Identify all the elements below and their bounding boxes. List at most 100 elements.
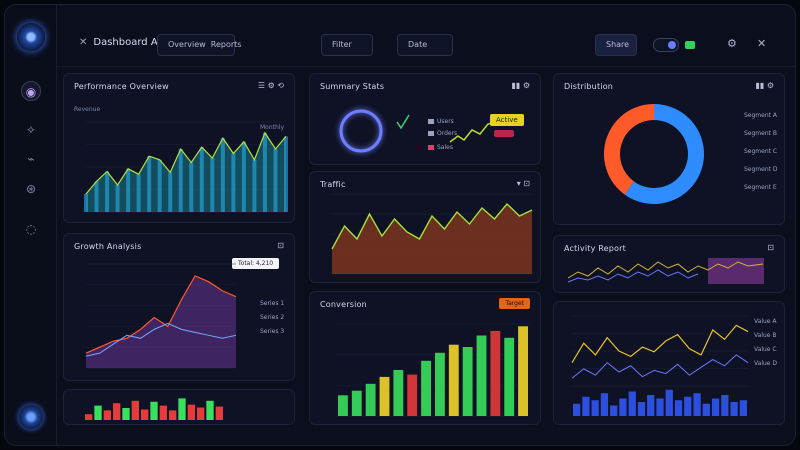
series-line [85, 131, 287, 195]
conversion-card: Conversion Target [309, 291, 541, 425]
bar-mark [665, 389, 673, 416]
area-fill [86, 132, 286, 212]
bar-mark [582, 396, 590, 416]
growth-line-chart [85, 263, 237, 369]
activity-card: Activity Report ⊡ [553, 235, 785, 293]
theme-toggle[interactable] [653, 38, 679, 52]
activity-sparkline [567, 258, 764, 284]
trends-line-chart [571, 315, 749, 387]
bar-mark [262, 132, 267, 212]
settings-gear-icon[interactable]: ⚙ [727, 37, 737, 50]
bar-mark [147, 156, 152, 212]
bar-mark [215, 406, 223, 420]
mini-bars-card [63, 389, 295, 425]
legend-item: Segment B [744, 130, 778, 137]
card-title: Growth Analysis [74, 242, 142, 251]
bar-mark [157, 159, 162, 212]
settings-icon[interactable]: ◌ [25, 222, 37, 236]
bar-mark [178, 149, 183, 212]
close-icon[interactable]: ✕ [79, 37, 88, 48]
series-line [85, 322, 237, 357]
bar-mark [610, 405, 618, 416]
target-tag: Target [499, 298, 530, 309]
bar-mark [637, 402, 646, 416]
bar-mark [105, 171, 110, 212]
legend-item: Series 1 [260, 300, 285, 307]
summary-card: Summary Stats ▮▮ ⚙ Users Orders Sales Ac… [309, 73, 541, 165]
check-icon [396, 114, 410, 130]
bar-mark [721, 395, 729, 416]
card-title: Summary Stats [320, 82, 385, 91]
status-indicator [685, 41, 695, 49]
bar-mark [518, 326, 528, 416]
app-logo[interactable] [17, 23, 45, 51]
bar-mark [199, 147, 204, 212]
top-bar: ✕ Dashboard Analytics Overview Reports Fi… [57, 5, 795, 67]
card-title: Distribution [564, 82, 614, 91]
bar-mark [150, 401, 158, 420]
close-window-icon[interactable]: ✕ [757, 37, 767, 50]
distribution-donut-chart [604, 104, 704, 204]
chart-tooltip: Total: 4,210 [232, 258, 280, 269]
bar-mark [448, 344, 459, 416]
bar-mark [435, 352, 445, 416]
chart-icon[interactable]: ⟡ [27, 122, 35, 136]
card-tools[interactable]: ☰ ⚙ ⟲ [257, 81, 284, 90]
bar-mark [407, 374, 418, 416]
bar-mark [711, 398, 720, 416]
share-button[interactable]: Share [595, 34, 637, 56]
app-title: ✕ Dashboard Analytics [79, 37, 196, 48]
bar-mark [591, 400, 599, 416]
card-title: Traffic [320, 180, 346, 189]
bar-mark [94, 181, 99, 212]
legend-item: Segment A [744, 112, 778, 119]
bar-mark [628, 391, 636, 416]
performance-card: Performance Overview ☰ ⚙ ⟲ Revenue Month… [63, 73, 295, 223]
app-title-text: Dashboard Analytics [93, 37, 197, 48]
card-tools[interactable]: ⊡ [767, 243, 774, 252]
app-window: ◉ ⟡ ⌁ ⊛ ◌ ✕ Dashboard Analytics Overview … [4, 4, 796, 446]
dashboard-icon[interactable]: ◉ [21, 81, 41, 101]
bar-mark [338, 395, 348, 416]
area-fill [332, 204, 532, 274]
bar-mark [739, 400, 747, 416]
pie-slice [624, 104, 704, 204]
series-line [331, 202, 533, 250]
bar-mark [126, 168, 131, 212]
bar-mark [351, 390, 362, 416]
series-line [571, 354, 749, 379]
bar-mark [241, 141, 246, 212]
bar-mark [365, 383, 376, 416]
traffic-area-chart [331, 193, 533, 275]
bar-mark [284, 136, 288, 212]
bar-mark [159, 405, 167, 420]
series-line [85, 275, 237, 354]
legend-item: Segment E [744, 184, 777, 191]
legend-item: Segment C [744, 148, 778, 155]
card-title: Activity Report [564, 244, 626, 253]
users-icon[interactable]: ⊛ [25, 182, 37, 196]
bar-mark [189, 162, 194, 212]
card-tools[interactable]: ⊡ [277, 241, 284, 250]
card-tools[interactable]: ▮▮ ⚙ [511, 81, 530, 90]
bar-mark [600, 393, 609, 416]
bar-mark [684, 396, 692, 416]
filter-button[interactable]: Filter [321, 34, 373, 56]
card-tools[interactable]: ▾ ⊡ [516, 179, 530, 188]
side-rail: ◉ ⟡ ⌁ ⊛ ◌ [5, 5, 57, 445]
tab-overview[interactable]: Overview Reports [157, 34, 241, 56]
bar-mark [206, 400, 214, 420]
card-tools[interactable]: ▮▮ ⚙ [755, 81, 774, 90]
date-button[interactable]: Date [397, 34, 453, 56]
profile-icon[interactable] [19, 405, 43, 429]
bar-mark [252, 159, 257, 212]
bar-mark [421, 360, 431, 416]
red-tag [494, 130, 514, 137]
bar-mark [379, 376, 390, 416]
chart-legend: Monthly [259, 124, 284, 131]
bar-mark [504, 337, 515, 416]
traffic-card: Traffic ▾ ⊡ [309, 171, 541, 283]
bar-mark [462, 347, 473, 416]
analytics-icon[interactable]: ⌁ [27, 152, 35, 166]
growth-card: Growth Analysis ⊡ Total: 4,210 Series 1 … [63, 233, 295, 381]
